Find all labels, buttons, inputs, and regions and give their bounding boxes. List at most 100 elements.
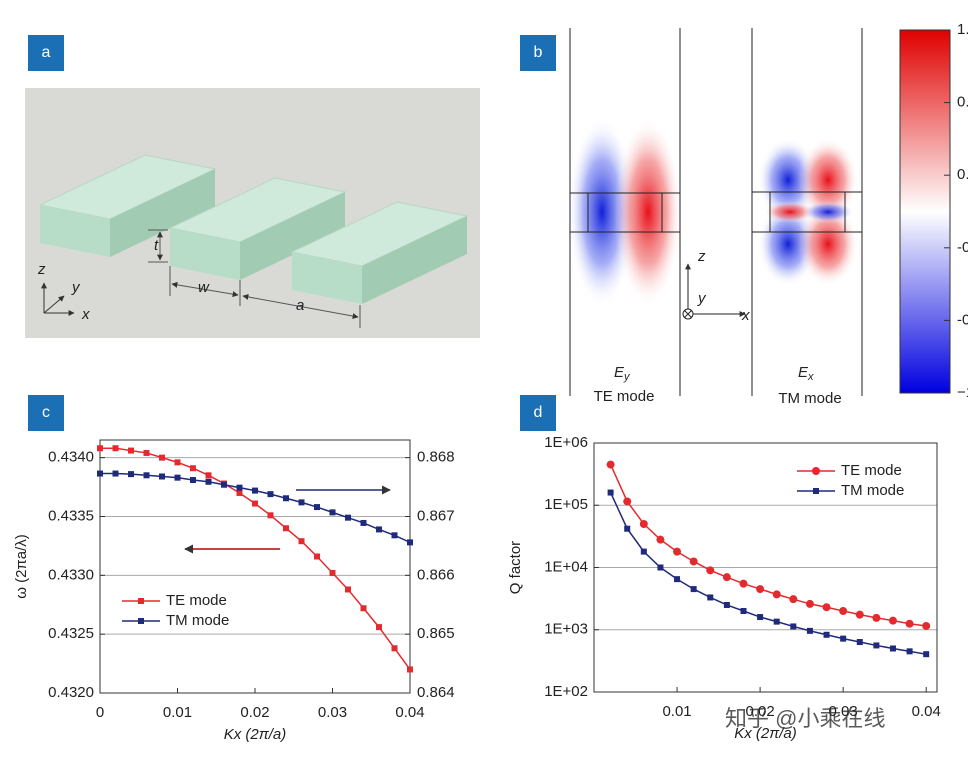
axis-y: y — [697, 290, 707, 307]
x-tick-label: 0.04 — [395, 704, 424, 721]
axis-z: z — [697, 248, 706, 265]
data-point — [789, 595, 798, 604]
data-point — [112, 470, 119, 477]
data-point — [236, 484, 243, 491]
data-point — [840, 635, 847, 642]
data-point — [656, 535, 665, 544]
colorbar-tick-label: 0.6 — [957, 94, 968, 111]
data-point — [97, 445, 103, 452]
label-t: t — [154, 237, 159, 254]
data-point — [252, 487, 258, 494]
data-point — [624, 525, 631, 532]
data-point — [607, 489, 614, 496]
data-point — [922, 621, 931, 630]
colorbar-tick-label: −1.0 — [957, 384, 968, 401]
data-point — [888, 616, 897, 625]
panel-label-box — [28, 395, 64, 431]
data-point — [823, 631, 830, 638]
x-tick-label: 0.03 — [829, 703, 858, 720]
data-point — [391, 645, 398, 652]
data-point — [345, 586, 351, 593]
data-point — [657, 564, 664, 571]
y2-tick-label: 0.864 — [417, 684, 455, 701]
data-point — [329, 569, 336, 576]
x-tick-label: 0.01 — [163, 704, 192, 721]
field-symbol: Ex — [798, 364, 814, 383]
charts: c 0.4320 0.4325 0.4330 0.4335 0.4340 0.864 0.86… — [13, 395, 941, 743]
field-tm — [758, 138, 858, 286]
data-point — [298, 499, 305, 506]
block-front — [40, 205, 110, 257]
legend-marker — [812, 467, 820, 475]
data-point — [221, 481, 227, 488]
field-lobe — [798, 138, 858, 222]
data-point — [143, 449, 150, 456]
data-point — [360, 519, 367, 526]
watermark: 知乎 @小乘在线 — [725, 706, 885, 731]
legend-label: TE mode — [166, 592, 227, 609]
legend-marker — [138, 618, 144, 624]
data-point — [623, 497, 632, 506]
x-tick-label: 0.02 — [240, 704, 269, 721]
panel-label-box — [520, 35, 556, 71]
y2-tick-label: 0.865 — [417, 625, 455, 642]
panel-label: c — [42, 404, 50, 421]
data-point — [407, 666, 413, 673]
data-point — [689, 557, 698, 566]
axis-y: y — [71, 279, 81, 296]
panel-label-box — [520, 395, 556, 431]
data-point — [205, 478, 212, 485]
data-point — [128, 471, 134, 478]
block-side — [110, 169, 215, 257]
data-point — [805, 599, 814, 608]
data-point — [906, 648, 913, 655]
panel-a: t w a z y x a — [25, 35, 480, 338]
block-front — [292, 252, 362, 304]
field-te — [568, 117, 682, 307]
panel-label-box — [28, 35, 64, 71]
data-point — [739, 579, 748, 588]
label-a: a — [296, 297, 304, 314]
data-point — [806, 627, 813, 634]
data-point — [283, 525, 289, 532]
blocks — [38, 154, 469, 304]
y-tick-label: 1E+02 — [544, 683, 588, 700]
data-point — [773, 618, 780, 625]
data-point — [190, 477, 196, 484]
data-point — [856, 639, 863, 646]
plot-frame — [99, 439, 411, 694]
data-point — [112, 445, 119, 452]
data-point — [314, 553, 320, 560]
block-side — [362, 216, 467, 304]
data-point — [159, 454, 165, 461]
y-tick-label: 0.4340 — [48, 449, 94, 466]
data-point — [872, 613, 881, 622]
data-point — [706, 566, 715, 575]
field-symbol: Ey — [614, 364, 631, 383]
data-point — [873, 642, 880, 649]
colorbar-ticks: 1.0 0.6 0.2 -0.2 -0.6 −1.0 — [944, 21, 968, 401]
data-point — [345, 514, 351, 521]
data-point — [391, 532, 398, 539]
dim-arrow — [242, 294, 359, 319]
data-point — [640, 548, 647, 555]
data-point — [740, 608, 747, 615]
axis-arrow — [43, 295, 65, 314]
legend-label: TE mode — [841, 462, 902, 479]
series-line — [100, 447, 411, 670]
data-point — [314, 504, 320, 511]
y2-tick-label: 0.867 — [417, 507, 455, 524]
data-point — [190, 465, 196, 472]
panel-label: a — [42, 44, 51, 61]
data-point — [128, 447, 134, 454]
data-point — [707, 594, 714, 601]
y-axis-label: ω (2πa/λ) — [13, 534, 30, 599]
y-tick-label: 0.4320 — [48, 684, 94, 701]
data-point — [267, 512, 274, 519]
legend-label: TM mode — [166, 612, 229, 629]
axis-x: x — [741, 307, 750, 324]
data-point — [606, 460, 615, 469]
x-axis-label: Kx (2π/a) — [734, 725, 797, 742]
data-point — [205, 472, 212, 479]
